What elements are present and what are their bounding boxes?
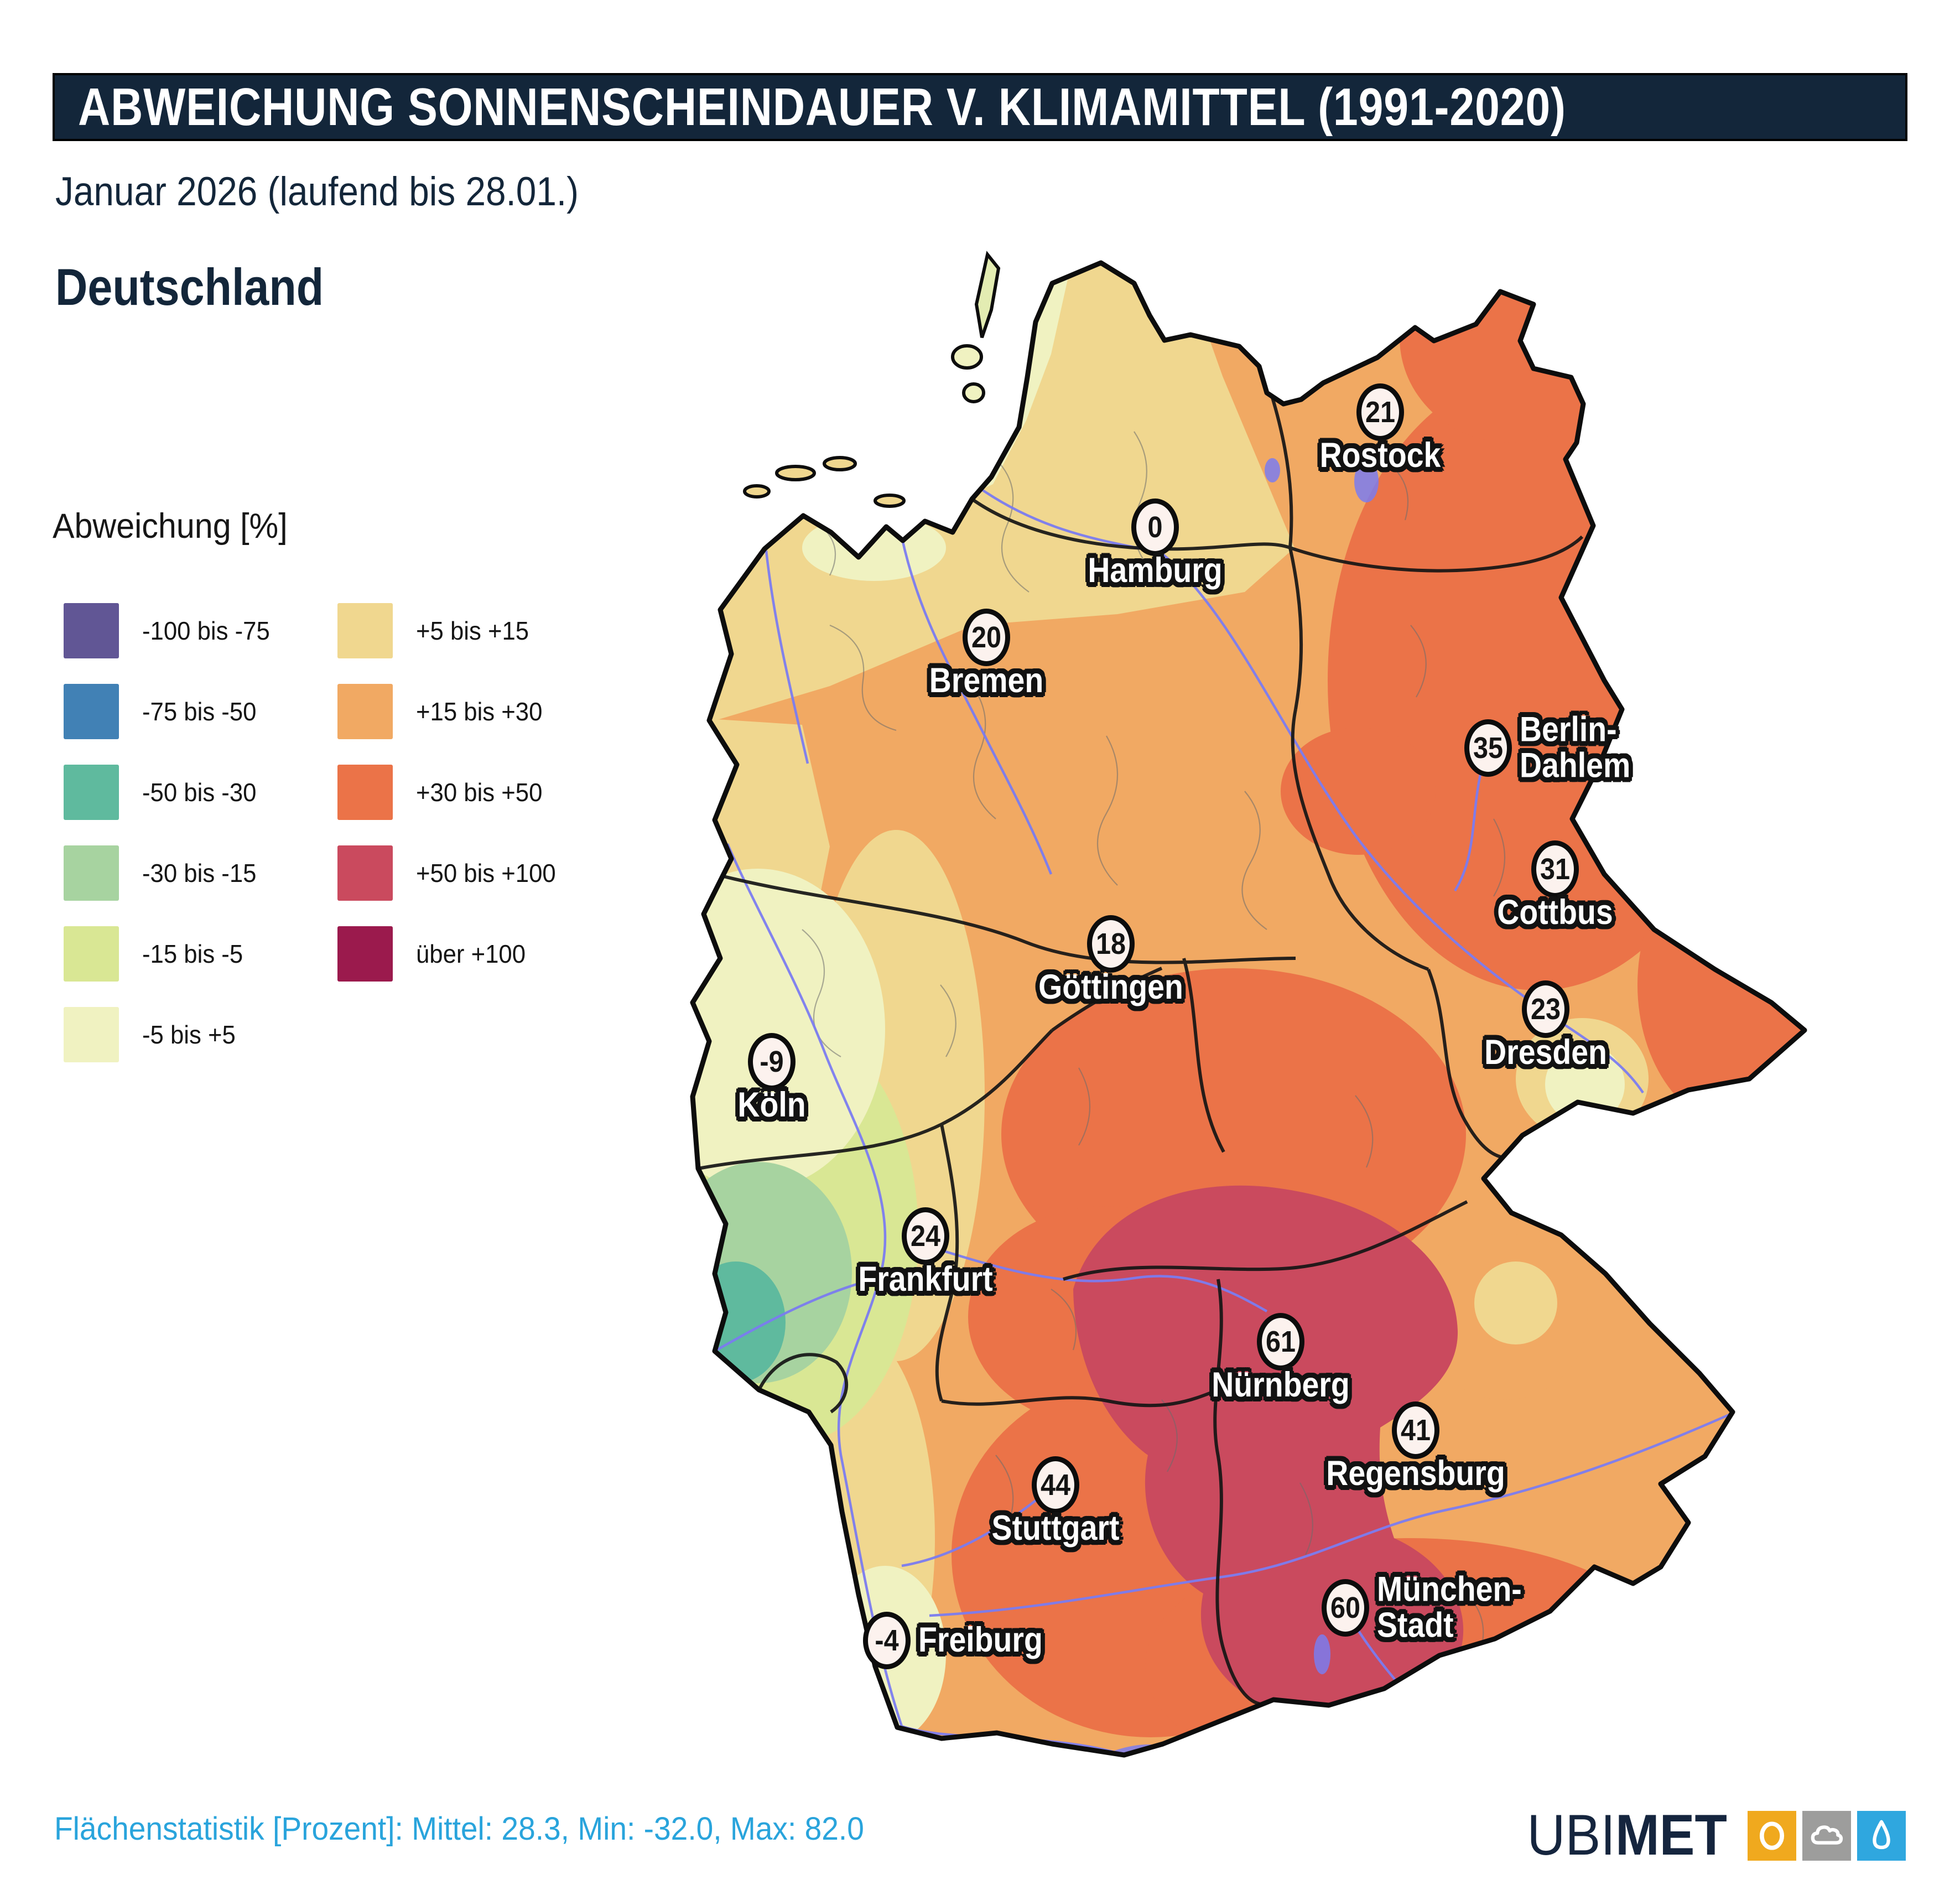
station-dresden: 23 Dresden xyxy=(1484,980,1607,1070)
legend-swatch xyxy=(337,926,393,982)
station-value-badge: 61 xyxy=(1257,1313,1305,1371)
legend-item: -75 bis -50 xyxy=(64,684,277,739)
legend-label: -30 bis -15 xyxy=(142,859,257,887)
legend-title: Abweichung [%] xyxy=(53,507,288,546)
legend-swatch xyxy=(337,765,393,820)
legend-item: -15 bis -5 xyxy=(64,926,277,982)
station-label: Berlin- Dahlem xyxy=(1520,710,1631,785)
legend-item: -100 bis -75 xyxy=(64,603,277,658)
germany-border xyxy=(690,260,1807,1758)
legend-label: über +100 xyxy=(415,939,526,968)
legend-swatch xyxy=(64,1007,119,1062)
station-stuttgart: 44 Stuttgart xyxy=(992,1456,1120,1546)
legend-swatch xyxy=(64,684,119,739)
station-value-badge: 31 xyxy=(1531,840,1579,898)
legend-swatch xyxy=(64,603,119,658)
station-value-badge: 35 xyxy=(1464,719,1512,777)
station-cottbus: 31 Cottbus xyxy=(1497,840,1613,930)
station-value-badge: 23 xyxy=(1522,980,1570,1038)
station-value-badge: 44 xyxy=(1032,1456,1080,1514)
station-value-badge: 24 xyxy=(901,1207,949,1265)
legend-label: -100 bis -75 xyxy=(142,616,270,645)
legend-swatch xyxy=(337,845,393,901)
station-label: Dresden xyxy=(1484,1032,1608,1072)
legend-column-1: +5 bis +15 +15 bis +30 +30 bis +50 +50 bis … xyxy=(337,603,563,1088)
logo-text-light: UBI xyxy=(1527,1803,1616,1867)
station-k-ln: -9 Köln xyxy=(737,1033,806,1123)
sun-icon xyxy=(1748,1810,1796,1861)
legend-label: +5 bis +15 xyxy=(415,616,529,645)
legend-item: über +100 xyxy=(337,926,563,982)
station-value-badge: 20 xyxy=(963,609,1010,667)
legend-column-0: -100 bis -75 -75 bis -50 -50 bis -30 -30 bi… xyxy=(64,603,277,1088)
station-hamburg: 0 Hamburg xyxy=(1088,498,1223,588)
station-label: Hamburg xyxy=(1088,551,1223,590)
legend-swatch xyxy=(64,765,119,820)
legend-item: +5 bis +15 xyxy=(337,603,563,658)
page-title: ABWEICHUNG SONNENSCHEINDAUER V. KLIMAMIT… xyxy=(78,77,1566,137)
legend: Abweichung [%] -100 bis -75 -75 bis -50 -5… xyxy=(53,506,639,1062)
legend-label: -75 bis -50 xyxy=(142,697,257,726)
station-g-ttingen: 18 Göttingen xyxy=(1038,915,1183,1005)
station-m-nchen-stadt: 60 München- Stadt xyxy=(1321,1571,1521,1643)
station-berlin-dahlem: 35 Berlin- Dahlem xyxy=(1464,712,1631,783)
legend-label: +15 bis +30 xyxy=(415,697,543,726)
drop-icon xyxy=(1857,1810,1906,1861)
station-frankfurt: 24 Frankfurt xyxy=(858,1207,992,1297)
station-label: Nürnberg xyxy=(1212,1366,1350,1405)
legend-item: +30 bis +50 xyxy=(337,765,563,820)
state-borders xyxy=(698,393,1584,1706)
station-label: Bremen xyxy=(929,661,1044,700)
station-value-badge: 41 xyxy=(1391,1401,1439,1460)
legend-label: -50 bis -30 xyxy=(142,778,257,807)
legend-columns: -100 bis -75 -75 bis -50 -50 bis -30 -30 bi… xyxy=(64,603,563,1088)
legend-swatch xyxy=(64,926,119,982)
station-value-badge: 18 xyxy=(1086,915,1135,973)
station-value-badge: 21 xyxy=(1356,383,1405,441)
island-shapes xyxy=(743,251,1001,508)
station-regensburg: 41 Regensburg xyxy=(1326,1401,1505,1492)
station-bremen: 20 Bremen xyxy=(929,609,1043,699)
station-label: Regensburg xyxy=(1326,1454,1505,1493)
station-label: München- Stadt xyxy=(1376,1570,1522,1645)
region-title: Deutschland xyxy=(55,258,324,316)
cloud-icon xyxy=(1802,1810,1851,1861)
legend-swatch xyxy=(337,684,393,739)
station-n-rnberg: 61 Nürnberg xyxy=(1212,1313,1350,1403)
legend-label: -5 bis +5 xyxy=(142,1020,236,1049)
station-label: Göttingen xyxy=(1038,967,1183,1006)
station-freiburg: -4 Freiburg xyxy=(862,1611,1043,1669)
legend-item: +50 bis +100 xyxy=(337,845,563,901)
station-markers: 21 Rostock 0 Hamburg 20 Bremen 35 Berlin- Dahlem… xyxy=(664,238,1837,1793)
germany-map: 21 Rostock 0 Hamburg 20 Bremen 35 Berlin- Dahlem… xyxy=(664,238,1837,1793)
station-label: Köln xyxy=(737,1086,806,1125)
logo-icons xyxy=(1741,1810,1906,1861)
legend-label: +50 bis +100 xyxy=(415,859,556,887)
station-label: Stuttgart xyxy=(991,1508,1120,1548)
period-subtitle: Januar 2026 (laufend bis 28.01.) xyxy=(55,169,579,214)
station-value-badge: 60 xyxy=(1321,1579,1369,1637)
legend-swatch xyxy=(337,603,393,658)
legend-item: -50 bis -30 xyxy=(64,765,277,820)
station-value-badge: 0 xyxy=(1131,498,1179,556)
legend-item: +15 bis +30 xyxy=(337,684,563,739)
title-bar: ABWEICHUNG SONNENSCHEINDAUER V. KLIMAMIT… xyxy=(53,73,1907,141)
logo-text-bold: MET xyxy=(1615,1803,1727,1867)
station-value-badge: -4 xyxy=(862,1611,911,1669)
legend-item: -30 bis -15 xyxy=(64,845,277,901)
area-statistics: Flächenstatistik [Prozent]: Mittel: 28.3… xyxy=(54,1811,864,1847)
station-label: Frankfurt xyxy=(858,1260,993,1299)
station-label: Rostock xyxy=(1319,435,1441,475)
station-label: Freiburg xyxy=(918,1620,1043,1659)
legend-swatch xyxy=(64,845,119,901)
station-value-badge: -9 xyxy=(748,1033,796,1091)
ubimet-logo: UBIMET xyxy=(1510,1803,1906,1868)
legend-label: -15 bis -5 xyxy=(142,939,243,968)
ubimet-logo-text: UBIMET xyxy=(1527,1803,1727,1868)
legend-item: -5 bis +5 xyxy=(64,1007,277,1062)
legend-label: +30 bis +50 xyxy=(415,778,543,807)
station-rostock: 21 Rostock xyxy=(1320,383,1441,473)
station-label: Cottbus xyxy=(1497,892,1613,932)
